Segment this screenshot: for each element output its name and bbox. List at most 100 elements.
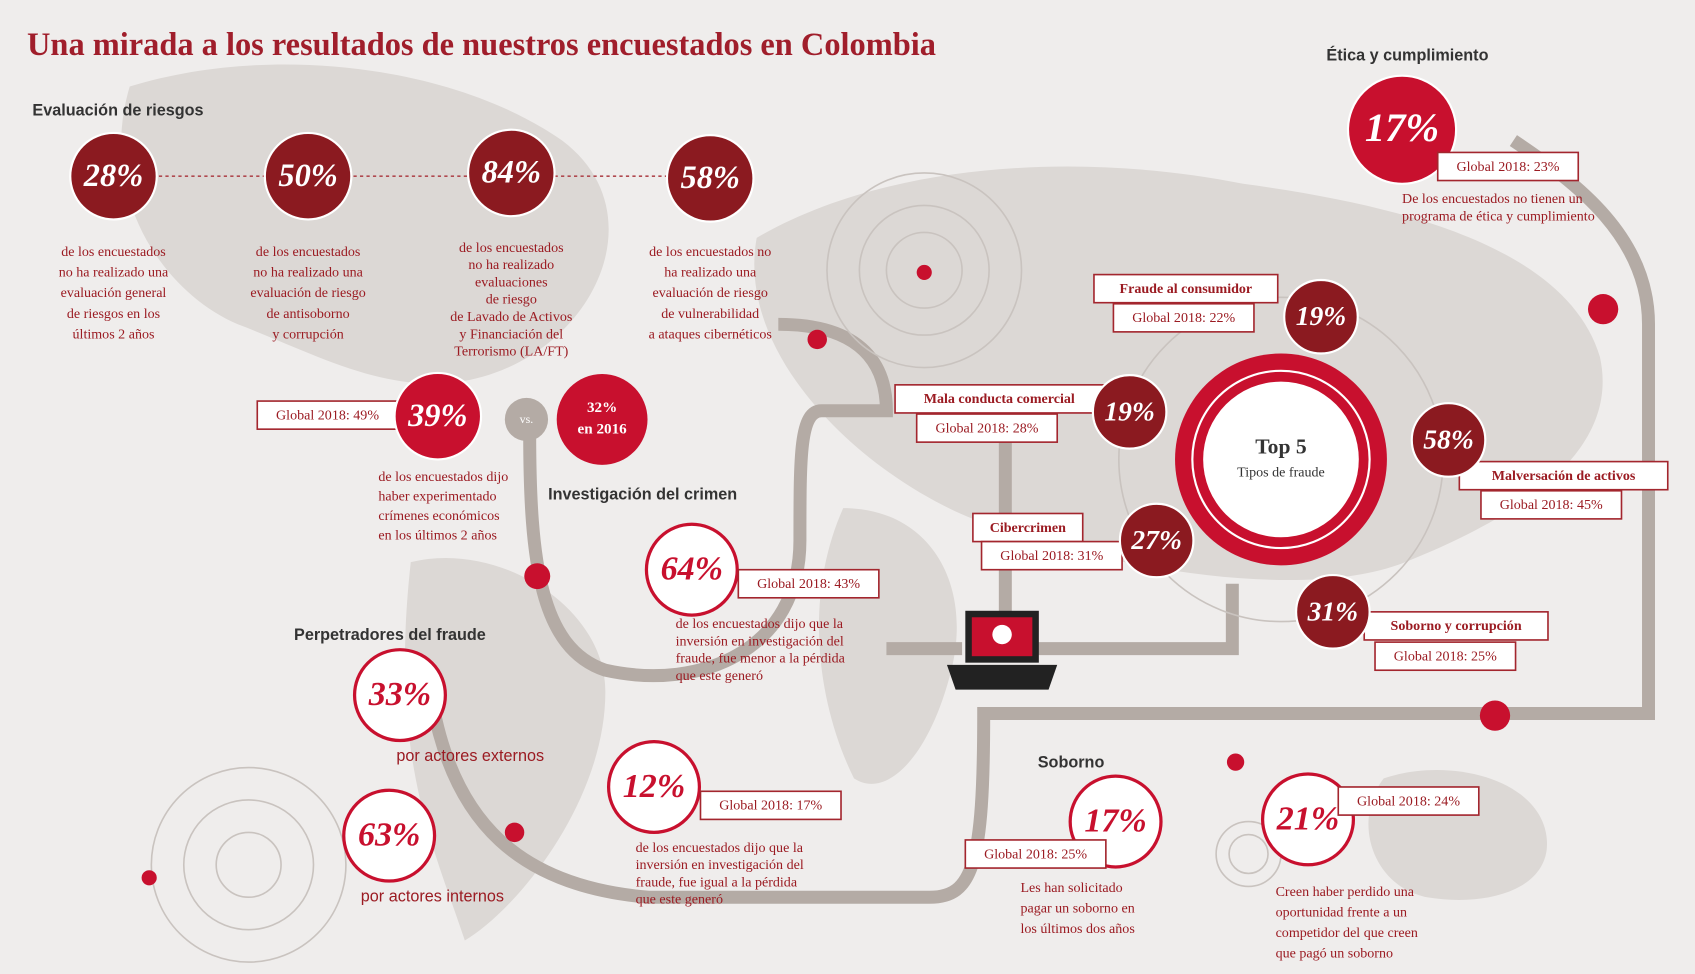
label-box — [256, 400, 399, 430]
global-value: Global 2018: 24% — [1357, 793, 1460, 809]
global-value: Global 2018: 17% — [719, 798, 822, 814]
section-heading: Ética y cumplimiento — [1326, 46, 1488, 65]
top5-inner — [1203, 381, 1359, 538]
top5-title: Top 5 — [1255, 435, 1307, 459]
description-line: ha realizado una — [664, 265, 757, 281]
global-value: Global 2018: 28% — [935, 420, 1038, 436]
top5-subtitle: Tipos de fraude — [1237, 465, 1325, 481]
page-title: Una mirada a los resultados de nuestros … — [27, 27, 936, 63]
description-line: Creen haber perdido una — [1276, 884, 1415, 900]
description-line: evaluación general — [61, 285, 167, 301]
fraud-type: Soborno y corrupción — [1391, 618, 1522, 634]
stat-circle — [665, 134, 755, 223]
stat-circle — [1283, 278, 1359, 355]
stat-value: 12% — [623, 768, 685, 805]
global-value: Global 2018: 22% — [1132, 310, 1235, 326]
global-value: Global 2018: 43% — [757, 576, 860, 592]
stat-value: 39% — [407, 398, 467, 434]
description-line: evaluaciones — [475, 274, 548, 290]
description-line: de riesgo — [486, 292, 537, 308]
stat-circle — [1410, 402, 1487, 478]
stat-circle — [1091, 374, 1168, 450]
description-line: Les han solicitado — [1020, 880, 1122, 896]
section-heading: Evaluación de riesgos — [32, 102, 203, 120]
global-value: Global 2018: 31% — [1000, 548, 1103, 564]
stat-circle — [466, 128, 556, 218]
bug-icons — [141, 264, 1619, 886]
description-line: Terrorismo (LA/FT) — [454, 344, 568, 360]
global-value: Global 2018: 23% — [1456, 159, 1559, 175]
description-line: de Lavado de Activos — [450, 309, 572, 325]
label-box — [1436, 151, 1580, 182]
global-value: Global 2018: 49% — [276, 407, 379, 423]
stat-value: 19% — [1104, 395, 1155, 426]
label-box — [1480, 489, 1623, 520]
fraud-type: Malversación de activos — [1492, 468, 1636, 484]
perpetrator-label: por actores externos — [396, 747, 544, 765]
description-line: de los encuestados dijo — [378, 469, 508, 485]
description-line: y corrupción — [272, 326, 343, 342]
section-heading: Investigación del crimen — [548, 485, 737, 503]
description-line: evaluación de riesgo — [652, 285, 767, 301]
description-line: no ha realizado una — [59, 265, 169, 281]
stat-circle — [263, 131, 353, 221]
stat-circle — [342, 788, 437, 883]
stat-circle — [1260, 772, 1356, 867]
stat-value: 50% — [278, 158, 337, 194]
description-line: que este generó — [676, 668, 763, 684]
description-line: últimos 2 años — [73, 326, 155, 342]
description-line: los últimos dos años — [1020, 921, 1134, 937]
fraud-type: Cibercrimen — [990, 520, 1066, 536]
global-value: Global 2018: 25% — [984, 846, 1087, 862]
prior-value: 32% — [587, 400, 617, 416]
stat-value: 58% — [1423, 423, 1474, 454]
prior-label: en 2016 — [578, 422, 628, 438]
description-line: de los encuestados — [459, 240, 564, 256]
fraud-type: Mala conducta comercial — [924, 391, 1075, 407]
label-box — [964, 839, 1107, 869]
description-line: oportunidad frente a un — [1276, 905, 1407, 921]
label-box — [894, 384, 1105, 414]
stat-circle — [1295, 574, 1371, 650]
laptop-icon — [946, 610, 1058, 690]
stat-value: 17% — [1365, 105, 1439, 150]
description-line: de los encuestados dijo que la — [636, 840, 804, 856]
stat-value: 63% — [358, 817, 420, 854]
stat-value: 17% — [1084, 803, 1146, 840]
description-line: no ha realizado una — [253, 265, 363, 281]
description-line: fraude, fue igual a la pérdida — [636, 874, 798, 890]
perpetrator-label: por actores internos — [361, 888, 504, 906]
global-value: Global 2018: 45% — [1500, 497, 1603, 513]
description-line: no ha realizado — [468, 257, 554, 273]
label-box — [699, 790, 842, 821]
description-line: y Financiación del — [459, 326, 563, 342]
description-line: programa de ética y cumplimiento — [1402, 209, 1595, 225]
stat-value: 64% — [661, 551, 723, 588]
stat-value: 19% — [1296, 300, 1347, 331]
stat-circle — [606, 739, 702, 834]
label-box — [980, 540, 1123, 571]
description-line: competidor del que creen — [1276, 925, 1418, 941]
description-line: de los encuestados — [61, 244, 166, 260]
description-line: De los encuestados no tienen un — [1402, 191, 1583, 207]
description-line: de riesgos en los — [67, 306, 160, 322]
description-line: de vulnerabilidad — [661, 306, 759, 322]
stat-value: 21% — [1276, 800, 1339, 837]
description-line: fraude, fue menor a la pérdida — [676, 651, 846, 667]
description-line: a ataques cibernéticos — [649, 326, 772, 342]
description-line: de los encuestados no — [649, 244, 771, 260]
stat-value: 33% — [368, 676, 431, 713]
description-line: pagar un soborno en — [1020, 900, 1134, 916]
section-heading: Perpetradores del fraude — [294, 626, 486, 644]
prior-circle — [556, 374, 648, 465]
description-line: que pagó un soborno — [1276, 946, 1393, 962]
description-line: en los últimos 2 años — [378, 527, 497, 543]
label-box — [1112, 302, 1255, 333]
stat-circle — [1118, 502, 1195, 579]
vs-label: vs. — [520, 412, 534, 426]
description-line: que este generó — [636, 892, 723, 908]
stat-value: 31% — [1307, 595, 1359, 626]
description-line: de los encuestados dijo que la — [676, 616, 844, 632]
stat-circle — [644, 522, 739, 617]
